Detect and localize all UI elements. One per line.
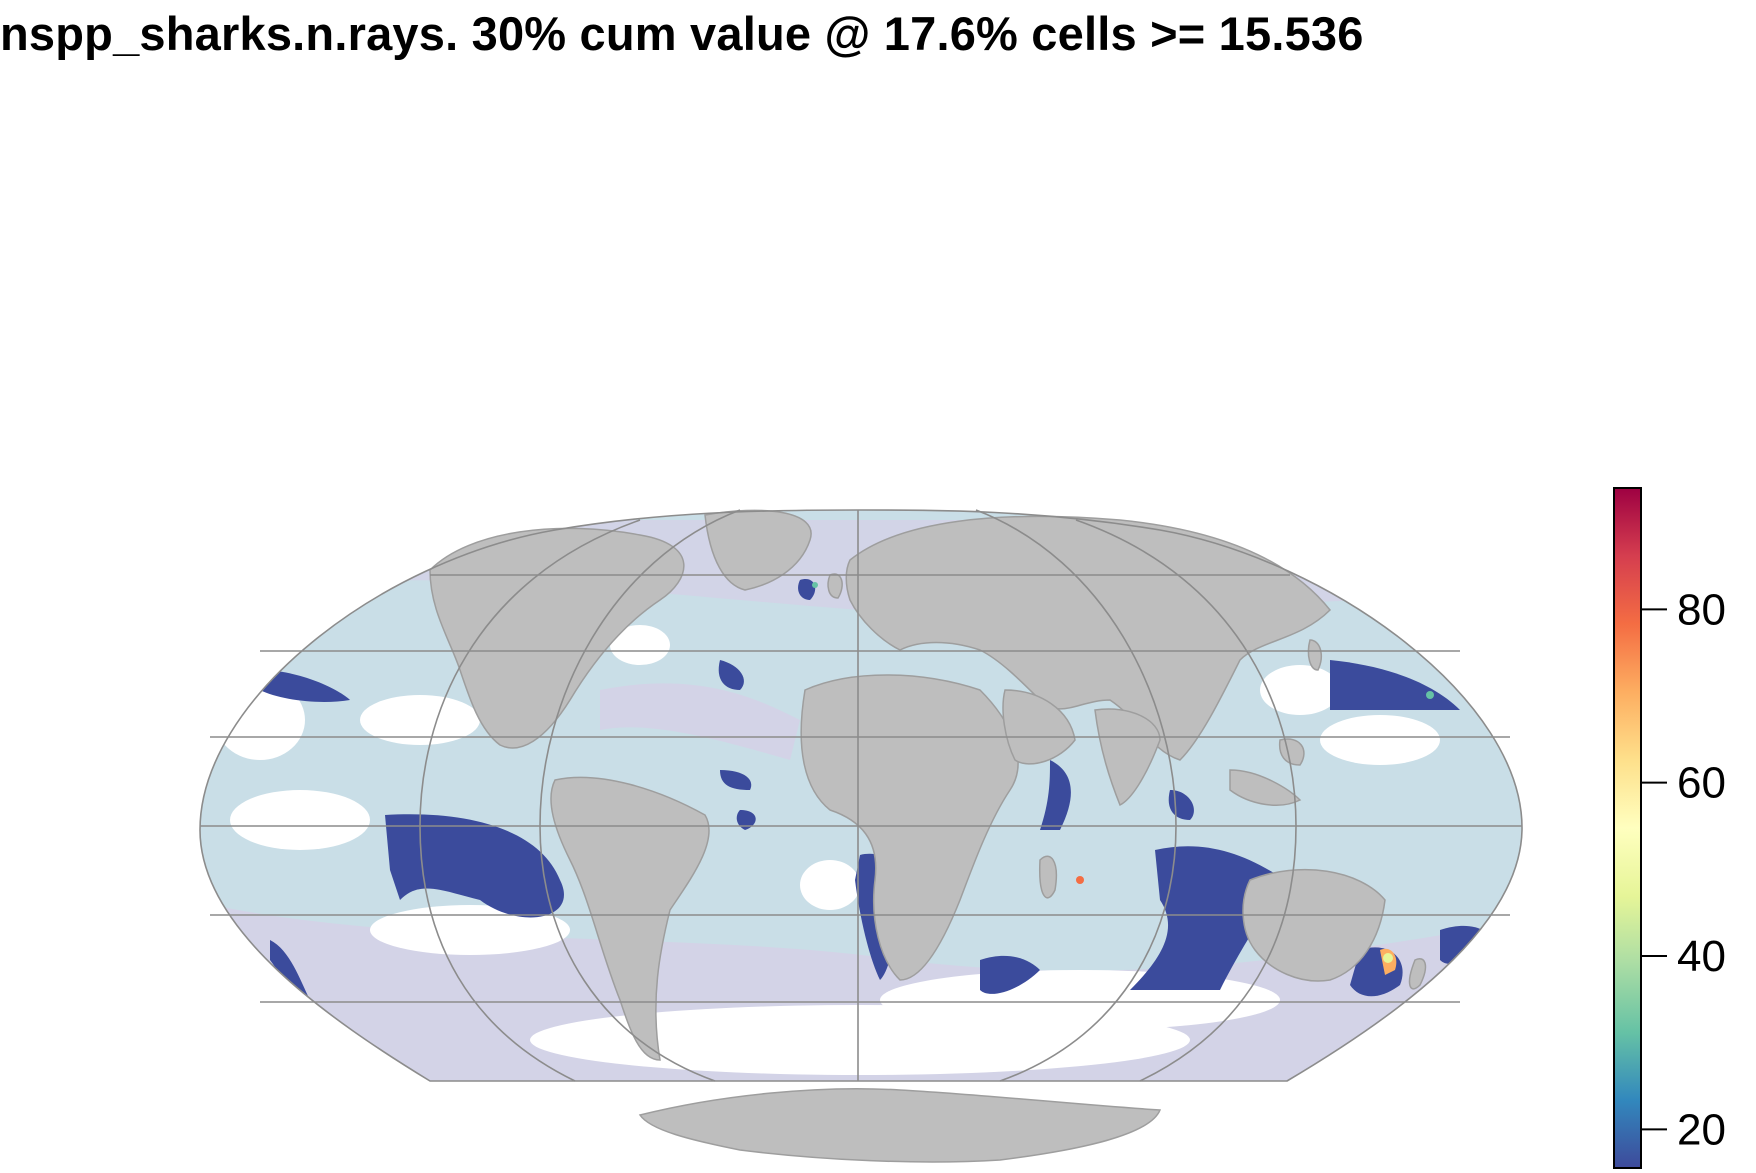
legend-tick-label: 80 — [1677, 585, 1726, 634]
legend-ticks: 20 40 60 80 — [1641, 585, 1726, 1154]
legend-colorbar — [1613, 487, 1642, 1169]
graticule — [199, 509, 1523, 1082]
map-frame — [199, 509, 1523, 1163]
color-legend: 20 40 60 80 — [1613, 487, 1726, 1169]
legend-tick-label: 60 — [1677, 759, 1726, 808]
legend-tick-label: 40 — [1677, 932, 1726, 981]
land-layer — [429, 509, 1427, 1163]
legend-tick-label: 20 — [1677, 1105, 1726, 1154]
map-title: nspp_sharks.n.rays. 30% cum value @ 17.6… — [0, 7, 1364, 60]
